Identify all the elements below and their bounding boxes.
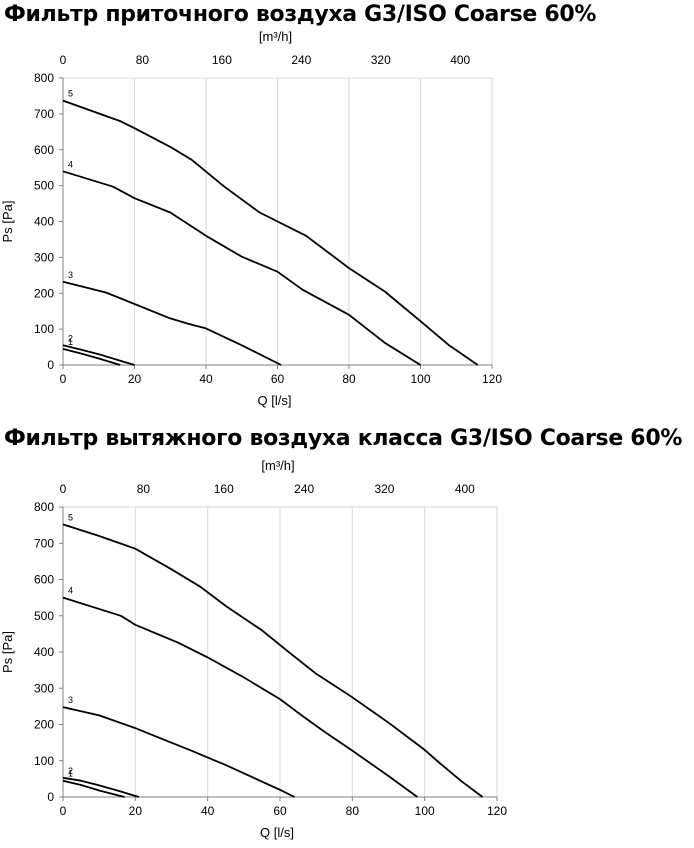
x2-tick-label: 0: [60, 53, 67, 67]
series-label-5: 5: [68, 512, 73, 522]
x-tick-label: 120: [487, 804, 507, 818]
x-tick-label: 40: [199, 372, 213, 386]
supply-filter-chart: Фильтр приточного воздуха G3/ISO Coarse …: [0, 0, 694, 420]
x2-tick-label: 320: [371, 53, 391, 67]
y-tick-label: 400: [34, 215, 54, 229]
y-tick-label: 100: [34, 754, 54, 768]
x-tick-label: 60: [271, 372, 285, 386]
series-label-1: 1: [68, 769, 73, 779]
x-tick-label: 80: [346, 804, 360, 818]
y-tick-label: 300: [34, 681, 54, 695]
x2-axis-label: [m³/h]: [261, 458, 294, 473]
y-axis-label: Ps [Pa]: [0, 201, 15, 243]
y-tick-label: 100: [34, 322, 54, 336]
x-axis-label: Q [l/s]: [260, 825, 294, 840]
x2-tick-label: 80: [136, 53, 150, 67]
x-tick-label: 100: [415, 804, 435, 818]
series-curve-2: [62, 776, 140, 798]
x-tick-label: 0: [60, 804, 67, 818]
series-label-2: 2: [68, 766, 73, 776]
y-tick-label: 800: [34, 71, 54, 85]
series-curve-5: [62, 523, 484, 798]
chart-title: Фильтр вытяжного воздуха класса G3/ISO C…: [4, 426, 683, 451]
x-tick-label: 0: [60, 372, 67, 386]
x2-tick-label: 160: [212, 53, 232, 67]
x2-tick-label: 400: [455, 482, 475, 496]
x2-tick-label: 400: [450, 53, 470, 67]
x-tick-label: 20: [129, 804, 143, 818]
y-axis-label: Ps [Pa]: [0, 631, 15, 673]
y-tick-label: 500: [34, 609, 54, 623]
x2-tick-label: 0: [60, 482, 67, 496]
series-curve-4: [62, 170, 421, 366]
series-label-1: 1: [68, 337, 73, 347]
y-tick-label: 200: [34, 286, 54, 300]
y-tick-label: 0: [47, 358, 54, 372]
x2-tick-label: 240: [291, 53, 311, 67]
series-curve-1: [62, 348, 121, 366]
x-tick-label: 20: [128, 372, 142, 386]
x-axis-label: Q [l/s]: [258, 393, 292, 408]
x2-tick-label: 80: [137, 482, 151, 496]
y-tick-label: 300: [34, 250, 54, 264]
series-curve-3: [62, 280, 282, 366]
series-label-2: 2: [68, 333, 73, 343]
x2-tick-label: 160: [214, 482, 234, 496]
y-tick-label: 500: [34, 179, 54, 193]
y-tick-label: 800: [34, 500, 54, 514]
x-tick-label: 120: [482, 372, 502, 386]
series-curve-3: [62, 706, 295, 798]
series-label-3: 3: [68, 695, 73, 705]
chart-title: Фильтр приточного воздуха G3/ISO Coarse …: [4, 2, 597, 27]
series-curve-2: [62, 344, 135, 366]
x-tick-label: 100: [410, 372, 430, 386]
y-tick-label: 700: [34, 536, 54, 550]
x-tick-label: 60: [273, 804, 287, 818]
series-label-3: 3: [68, 270, 73, 280]
y-tick-label: 600: [34, 573, 54, 587]
x2-axis-label: [m³/h]: [259, 29, 292, 44]
x2-tick-label: 240: [294, 482, 314, 496]
series-curve-5: [62, 99, 479, 366]
series-label-5: 5: [68, 89, 73, 99]
y-tick-label: 400: [34, 645, 54, 659]
exhaust-filter-chart: Фильтр вытяжного воздуха класса G3/ISO C…: [0, 424, 694, 848]
y-tick-label: 700: [34, 107, 54, 121]
y-tick-label: 600: [34, 143, 54, 157]
series-curve-4: [62, 596, 418, 798]
y-tick-label: 200: [34, 718, 54, 732]
series-curve-1: [62, 779, 125, 798]
series-label-4: 4: [68, 586, 73, 596]
y-tick-label: 0: [47, 790, 54, 804]
series-label-4: 4: [68, 159, 73, 169]
x2-tick-label: 320: [374, 482, 394, 496]
x-tick-label: 40: [201, 804, 215, 818]
x-tick-label: 80: [342, 372, 356, 386]
